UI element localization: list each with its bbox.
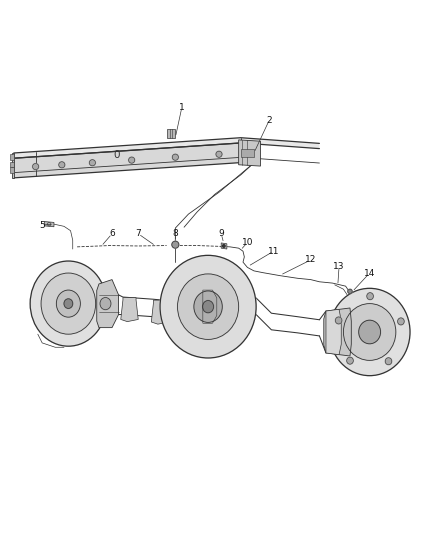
Polygon shape (11, 154, 14, 159)
Text: 9: 9 (218, 229, 224, 238)
Text: 7: 7 (135, 229, 141, 238)
Text: 5: 5 (39, 221, 45, 230)
FancyBboxPatch shape (241, 149, 254, 157)
Polygon shape (14, 143, 241, 178)
Text: 2: 2 (266, 116, 272, 125)
Circle shape (32, 164, 39, 169)
Polygon shape (326, 309, 341, 354)
Ellipse shape (30, 261, 106, 346)
Polygon shape (166, 129, 175, 138)
Polygon shape (12, 153, 14, 178)
Ellipse shape (203, 301, 214, 313)
Text: 14: 14 (364, 269, 375, 278)
Text: 13: 13 (333, 262, 345, 271)
Polygon shape (97, 280, 119, 328)
Ellipse shape (194, 291, 222, 322)
Polygon shape (324, 308, 351, 356)
Circle shape (172, 241, 179, 248)
Ellipse shape (385, 358, 392, 365)
Ellipse shape (359, 320, 381, 344)
Polygon shape (44, 222, 54, 227)
Circle shape (129, 157, 135, 163)
Polygon shape (11, 161, 14, 167)
Text: 11: 11 (268, 247, 279, 256)
Ellipse shape (41, 273, 95, 334)
Ellipse shape (100, 297, 111, 310)
Ellipse shape (57, 290, 81, 317)
Text: 10: 10 (242, 238, 253, 247)
Ellipse shape (177, 274, 239, 340)
Polygon shape (121, 297, 138, 321)
Ellipse shape (347, 357, 353, 364)
Ellipse shape (367, 293, 373, 300)
Polygon shape (11, 167, 14, 173)
Polygon shape (239, 140, 261, 166)
Circle shape (89, 160, 95, 166)
Circle shape (348, 289, 352, 294)
Ellipse shape (64, 299, 73, 309)
Circle shape (216, 151, 222, 157)
Text: 0: 0 (113, 150, 120, 160)
Circle shape (59, 161, 65, 168)
Ellipse shape (160, 255, 256, 358)
Polygon shape (14, 138, 319, 158)
Text: 8: 8 (173, 229, 178, 238)
Text: 6: 6 (109, 229, 115, 238)
Circle shape (223, 245, 225, 247)
Circle shape (172, 154, 178, 160)
Ellipse shape (343, 304, 396, 360)
Text: 1: 1 (179, 103, 185, 111)
Ellipse shape (329, 288, 410, 376)
Text: 12: 12 (305, 255, 316, 264)
Ellipse shape (398, 318, 404, 325)
Polygon shape (221, 243, 227, 249)
Polygon shape (151, 300, 169, 324)
Ellipse shape (336, 317, 342, 324)
